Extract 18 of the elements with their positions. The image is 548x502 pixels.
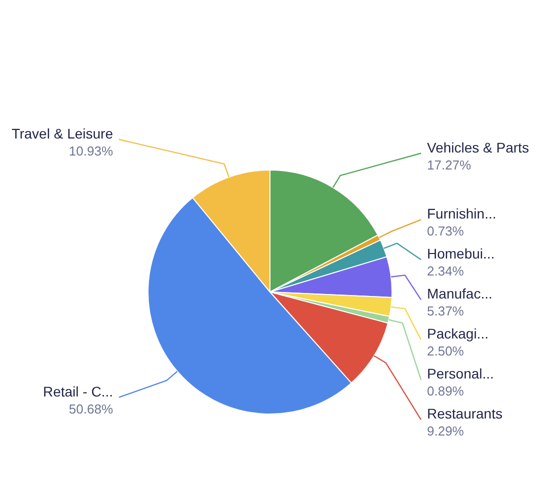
data-label: 50.68% (68, 401, 114, 416)
data-label: 0.73% (427, 224, 464, 239)
slice-label: Vehicles & Parts (427, 139, 529, 156)
slice-label: Restaurants (427, 406, 502, 422)
data-label: 10.93% (68, 143, 114, 158)
data-label: 0.89% (427, 384, 464, 399)
slice-label: Travel & Leisure (12, 125, 114, 142)
slice-label: Furnishin... (427, 206, 496, 222)
data-label: 2.50% (427, 344, 464, 359)
slice-label: Packagi... (427, 326, 488, 342)
data-label: 5.37% (427, 304, 464, 319)
data-label: 9.29% (427, 424, 464, 439)
slice-label: Manufac... (427, 286, 492, 302)
slice-label: Personal... (427, 366, 494, 382)
data-label: 17.27% (427, 157, 472, 172)
slice-label: Retail - C... (42, 383, 113, 400)
data-label: 2.34% (427, 264, 464, 279)
slice-label: Homebui... (427, 246, 495, 262)
